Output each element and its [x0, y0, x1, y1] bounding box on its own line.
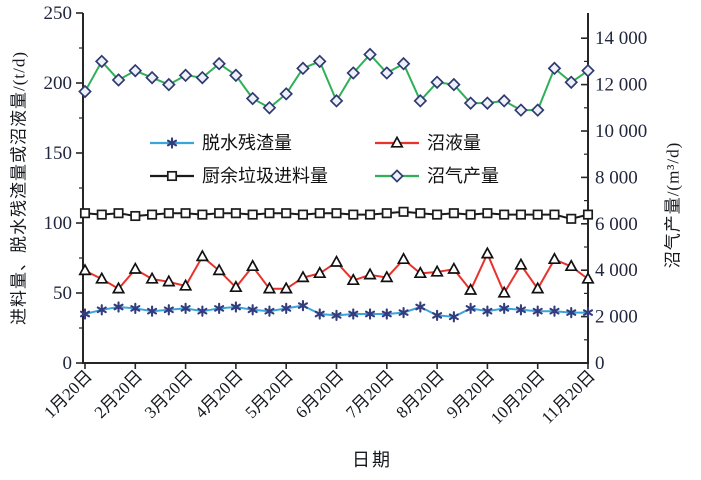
x-tick-label: 3月20日 — [141, 366, 197, 422]
right-tick-label: 2 000 — [595, 307, 638, 328]
series-biogas-slurry — [78, 246, 595, 298]
legend-item-dewatered-residue: 脱水残渣量 — [150, 133, 292, 153]
legend-label-food-waste-feed: 厨余垃圾进料量 — [202, 166, 328, 186]
legend-item-biogas-production: 沼气产量 — [375, 166, 499, 186]
right-tick-label: 8 000 — [595, 167, 638, 188]
left-tick-label: 150 — [44, 143, 73, 164]
left-tick-label: 100 — [44, 213, 73, 234]
left-tick-label: 0 — [63, 353, 73, 374]
legend-label-dewatered-residue: 脱水残渣量 — [202, 133, 292, 153]
x-tick-label: 10月20日 — [487, 366, 549, 428]
x-axis-title: 日期 — [352, 450, 392, 470]
right-tick-label: 0 — [595, 353, 605, 374]
series-biogas-production — [78, 47, 595, 117]
left-tick-label: 50 — [53, 283, 72, 304]
right-axis-title: 沼气产量/(m³/d) — [663, 141, 683, 269]
right-tick-label: 6 000 — [595, 214, 638, 235]
x-tick-label: 1月20日 — [40, 366, 96, 422]
legend-label-biogas-slurry: 沼液量 — [427, 133, 481, 153]
left-axis-ticks: 0 50 100 150 200 250 — [44, 3, 83, 374]
x-tick-label: 2月20日 — [91, 366, 147, 422]
right-axis-ticks: 0 2 000 4 000 6 000 8 000 10 000 12 000 14 000 — [581, 28, 647, 374]
x-tick-label: 7月20日 — [342, 366, 398, 422]
right-tick-label: 10 000 — [595, 121, 647, 142]
x-tick-label: 5月20日 — [242, 366, 298, 422]
left-tick-label: 200 — [44, 73, 73, 94]
legend-label-biogas-production: 沼气产量 — [427, 166, 499, 186]
series-dewatered-residue — [79, 299, 594, 323]
left-axis-title: 进料量、脱水残渣量或沼液量/(t/d) — [9, 51, 29, 325]
x-tick-label: 11月20日 — [538, 366, 599, 427]
x-tick-label: 6月20日 — [292, 366, 348, 422]
series-food-waste-feed — [79, 206, 594, 224]
left-tick-label: 250 — [44, 3, 73, 24]
legend-item-biogas-slurry: 沼液量 — [375, 133, 481, 153]
right-tick-label: 4 000 — [595, 260, 638, 281]
right-tick-label: 12 000 — [595, 75, 647, 96]
x-tick-label: 8月20日 — [392, 366, 448, 422]
x-axis-ticks: 1月20日2月20日3月20日4月20日5月20日6月20日7月20日8月20日… — [40, 363, 599, 428]
x-tick-label: 4月20日 — [191, 366, 247, 422]
legend-item-food-waste-feed: 厨余垃圾进料量 — [150, 166, 328, 186]
right-tick-label: 14 000 — [595, 28, 647, 49]
